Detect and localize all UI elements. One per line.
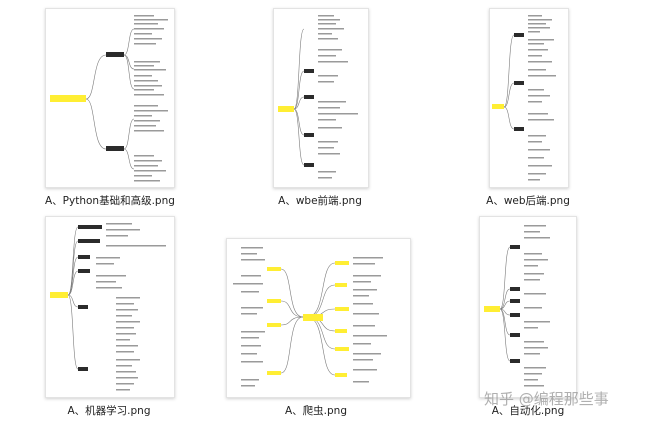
mindmap-web-frontend	[278, 15, 358, 179]
thumbnail-caption: A、自动化.png	[491, 405, 565, 417]
thumbnail-python-basics[interactable]	[45, 8, 175, 188]
mindmap-branch-node	[106, 146, 124, 151]
thumbnail-automation[interactable]	[479, 216, 577, 398]
thumbnail-web-frontend[interactable]	[273, 8, 369, 188]
mindmap-root-node	[278, 106, 294, 112]
thumbnail-caption: A、Python基础和高级.png	[45, 195, 175, 207]
mindmap-root-node	[303, 314, 323, 321]
thumbnail-machine-learning[interactable]	[45, 216, 175, 398]
thumbnail-caption: A、web后端.png	[486, 195, 570, 207]
thumbnail-spider[interactable]	[226, 238, 411, 398]
mindmap-spider	[233, 247, 387, 387]
mindmap-automation	[484, 225, 550, 387]
mindmap-root-node	[484, 306, 500, 312]
mindmap-branch-node	[106, 52, 124, 57]
thumbnail-caption: A、机器学习.png	[67, 405, 151, 417]
thumbnail-caption: A、wbe前端.png	[278, 195, 362, 207]
mindmap-python-basics	[50, 15, 168, 182]
mindmap-root-node	[50, 292, 68, 298]
mindmap-web-backend	[492, 15, 556, 181]
thumbnail-caption: A、爬虫.png	[284, 405, 347, 417]
thumbnail-web-backend[interactable]	[489, 8, 569, 188]
mindmap-root-node	[492, 104, 504, 109]
watermark: 知乎 @编程那些事	[484, 390, 609, 408]
mindmap-machine-learning	[50, 223, 166, 391]
mindmap-root-node	[50, 95, 86, 102]
